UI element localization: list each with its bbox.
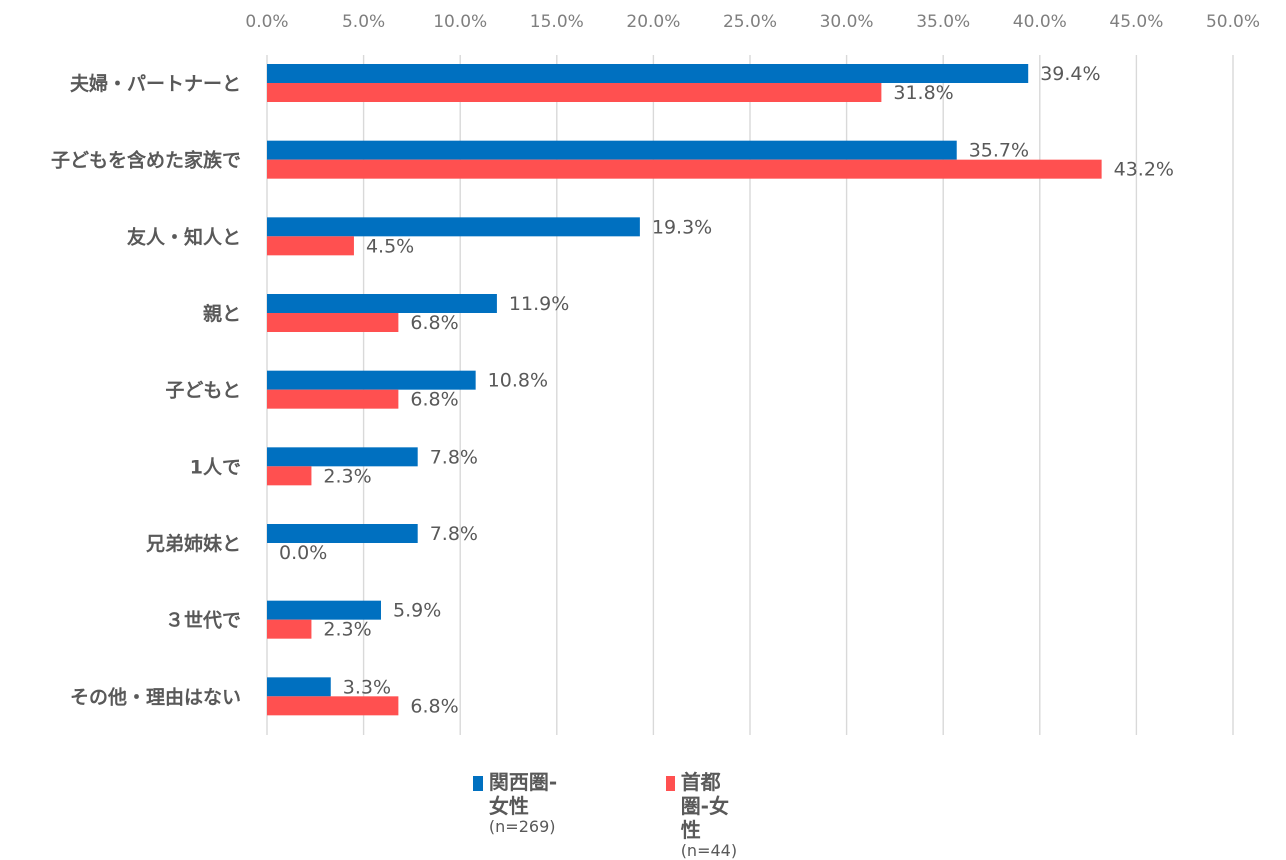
bar — [267, 447, 418, 467]
x-tick-label: 25.0% — [723, 12, 777, 32]
category-label: 友人・知人と — [127, 225, 241, 248]
legend-label-kansai: 関西圏-女性 — [488, 770, 558, 818]
legend-item-shutoken: 首都圏-女性 (n=44) — [666, 770, 743, 860]
legend-n-kansai: (n=269) — [488, 817, 556, 836]
bar — [267, 159, 1102, 179]
bar — [267, 83, 882, 102]
data-label: 7.8% — [430, 523, 478, 545]
x-axis-ticks: 0.0% 5.0% 10.0% 15.0% 20.0% 25.0% 30.0% 35.0% 40… — [245, 12, 1260, 32]
bar — [267, 140, 957, 160]
data-label: 10.8% — [488, 370, 548, 392]
x-tick-label: 0.0% — [245, 12, 288, 32]
legend-label-shutoken: 首都圏-女性 — [680, 770, 729, 842]
data-label: 7.8% — [430, 446, 478, 468]
data-label: 35.7% — [969, 140, 1029, 162]
category-label: 子どもと — [165, 380, 241, 402]
bar — [267, 236, 354, 256]
data-label: 4.5% — [366, 235, 414, 257]
data-label: 6.8% — [410, 389, 458, 411]
data-label: 11.9% — [509, 293, 569, 315]
data-label: 3.3% — [343, 676, 391, 698]
bar — [267, 677, 331, 697]
data-label: 6.8% — [410, 312, 458, 334]
bar — [267, 696, 399, 716]
data-labels: 39.4% 31.8% 35.7% 43.2% 19.3% 4.5% 11.9% 6.8% 10… — [279, 63, 1174, 717]
bar — [267, 370, 476, 390]
x-tick-label: 5.0% — [342, 12, 385, 32]
x-tick-label: 20.0% — [626, 12, 680, 32]
x-tick-label: 45.0% — [1109, 12, 1163, 32]
data-label: 0.0% — [279, 542, 327, 564]
data-label: 39.4% — [1040, 63, 1100, 85]
category-label: 夫婦・パートナーと — [70, 72, 241, 95]
data-label: 31.8% — [893, 82, 953, 104]
bar — [267, 217, 640, 237]
bars — [267, 64, 1102, 716]
category-label: 子どもを含めた家族で — [51, 149, 241, 172]
bar — [267, 600, 381, 620]
x-tick-label: 10.0% — [433, 12, 487, 32]
x-tick-label: 50.0% — [1206, 12, 1260, 32]
legend-n-shutoken: (n=44) — [680, 841, 738, 860]
data-label: 2.3% — [323, 465, 371, 487]
bar — [267, 466, 312, 486]
bar — [267, 313, 399, 332]
category-label: その他・理由はない — [70, 685, 241, 708]
data-label: 19.3% — [652, 216, 712, 238]
bar — [267, 389, 399, 409]
bar — [267, 619, 312, 639]
bar — [267, 294, 497, 313]
x-tick-label: 15.0% — [530, 12, 584, 32]
data-label: 2.3% — [323, 619, 371, 641]
category-label: 1人で — [190, 456, 241, 478]
x-tick-label: 40.0% — [1013, 12, 1067, 32]
category-label: ３世代で — [165, 610, 241, 632]
bar-chart: 0.0% 5.0% 10.0% 15.0% 20.0% 25.0% 30.0% 35.0% 40… — [51, 12, 1260, 735]
legend-item-kansai: 関西圏-女性 (n=269) — [473, 770, 561, 836]
category-label: 兄弟姉妹と — [145, 532, 241, 555]
x-tick-label: 30.0% — [820, 12, 874, 32]
data-label: 6.8% — [410, 695, 458, 717]
bar — [267, 64, 1029, 83]
legend-swatch-shutoken — [666, 776, 675, 791]
legend-swatch-kansai — [473, 776, 483, 791]
x-tick-label: 35.0% — [916, 12, 970, 32]
category-label: 親と — [203, 302, 241, 325]
data-label: 5.9% — [393, 600, 441, 622]
data-label: 43.2% — [1114, 159, 1174, 181]
bar — [267, 524, 418, 543]
